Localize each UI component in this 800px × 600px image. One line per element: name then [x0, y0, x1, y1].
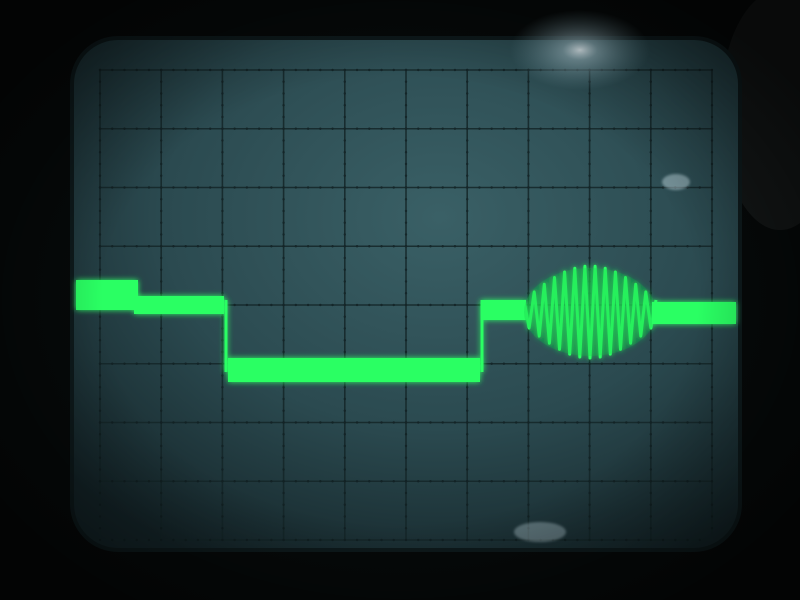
- oscilloscope-photo: [0, 0, 800, 600]
- vignette: [0, 0, 800, 600]
